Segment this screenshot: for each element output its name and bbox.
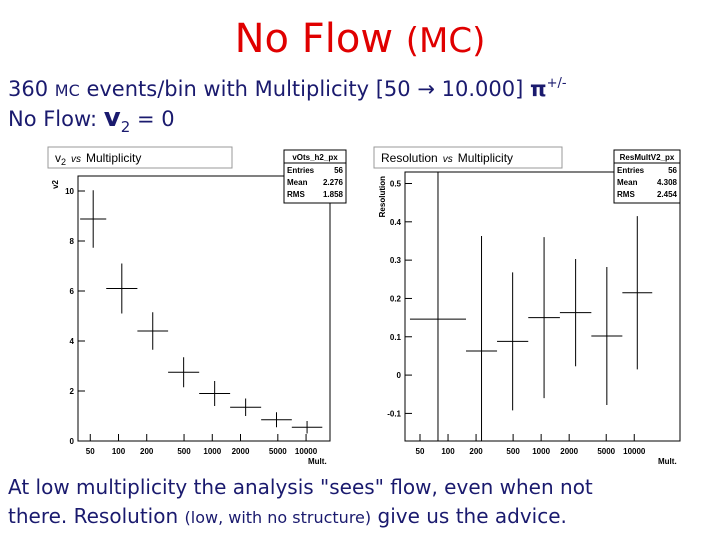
slide-title: No Flow (MC) [235, 16, 486, 62]
plot: -0.1 0 0.1 0.2 0.3 0.4 0.5 50 100 200 500 1000 2000 5… [368, 145, 686, 466]
v-symbol: v [104, 103, 121, 133]
data-layer [409, 172, 653, 441]
x-tick-label: 500 [506, 447, 520, 456]
line2: No Flow: v2 = 0 [8, 103, 175, 137]
conclusion-note: (low, with no structure) [185, 508, 372, 527]
stats-name: ResMultV2_px [620, 153, 675, 162]
stats-box [613, 149, 681, 204]
title-var: Resolution [381, 151, 438, 165]
stats-key: RMS [617, 190, 635, 199]
x-tick-label: 50 [86, 447, 95, 456]
conclusion-text3: give us the advice. [378, 504, 567, 528]
stats-value: 2.454 [657, 190, 678, 199]
y-tick-label: 8 [70, 237, 75, 246]
x-tick-label: 200 [469, 447, 483, 456]
title-sub: 2 [61, 157, 66, 167]
chart-title: v2 vs Multiplicity [55, 151, 141, 167]
title-main: No Flow [235, 16, 393, 62]
title-label: Multiplicity [458, 151, 513, 165]
stats-key: Entries [617, 166, 645, 175]
arrow: → [417, 77, 435, 101]
charge: +/- [547, 76, 567, 91]
x-tick-label: 2000 [560, 447, 578, 456]
title-var: v [55, 151, 61, 165]
x-tick-label: 1000 [532, 447, 550, 456]
stats-key: Mean [287, 178, 308, 187]
y-tick-label: 2 [70, 387, 75, 396]
data-layer [80, 190, 323, 434]
y-axis-label: v2 [51, 179, 60, 188]
stats-value: 1.858 [323, 190, 344, 199]
y-axis-label: Resolution [378, 176, 387, 217]
frame [77, 175, 331, 442]
stats-value: 4.308 [657, 178, 678, 187]
y-tick-label: 10 [65, 187, 74, 196]
y-tick-label: 0 [70, 437, 75, 446]
title-suffix: (MC) [406, 21, 486, 61]
x-tick-label: 500 [177, 447, 191, 456]
y-tick-label: 4 [70, 337, 75, 346]
line1-text: events/bin with Multiplicity [50 [86, 77, 410, 101]
y-tick-label: 0.5 [390, 179, 402, 188]
stats-name: vOts_h2_px [292, 153, 338, 162]
stats-key: Entries [287, 166, 315, 175]
y-tick-label: 0.3 [390, 256, 402, 265]
y-tick-label: 0.4 [390, 218, 402, 227]
x-tick-label: 10000 [295, 447, 318, 456]
stats-value: 56 [334, 166, 343, 175]
x-tick-label: 10000 [623, 447, 646, 456]
title-label: Multiplicity [86, 151, 141, 165]
y-tick-label: 0.1 [390, 333, 402, 342]
x-axis-label: Mult. [658, 457, 677, 466]
stats-value: 56 [668, 166, 677, 175]
x-tick-label: 50 [416, 447, 425, 456]
range-end: 10.000] [442, 77, 524, 101]
y-tick-label: -0.1 [387, 409, 401, 418]
y-tick-label: 0.2 [390, 294, 402, 303]
chart-title: Resolution vs Multiplicity [381, 151, 513, 165]
particle: π [530, 77, 547, 101]
frame [404, 171, 681, 442]
v-subscript: 2 [121, 118, 131, 136]
mc: MC [55, 81, 80, 100]
title-box [47, 146, 233, 169]
line2-label: No Flow: [8, 107, 97, 131]
x-tick-label: 5000 [597, 447, 615, 456]
title-vs: vs [71, 154, 81, 165]
conclusion-line2: there. Resolution (low, with no structur… [8, 504, 567, 528]
x-tick-label: 1000 [203, 447, 221, 456]
count: 360 [8, 77, 48, 101]
stats-key: Mean [617, 178, 638, 187]
x-tick-label: 2000 [232, 447, 250, 456]
line1: 360 MC events/bin with Multiplicity [50 … [8, 76, 567, 101]
title-box [373, 146, 563, 169]
y-tick-label: 6 [70, 287, 75, 296]
conclusion-line1: At low multiplicity the analysis "sees" … [8, 475, 593, 499]
x-tick-label: 5000 [269, 447, 287, 456]
text-background [0, 468, 720, 540]
x-tick-label: 100 [441, 447, 455, 456]
stats-box [283, 149, 347, 204]
plot: 0 2 4 6 8 10 50 100 200 500 1000 2000 5000 10000Mult.… [40, 145, 362, 466]
y-tick-label: 0 [397, 371, 402, 380]
x-axis-label: Mult. [308, 457, 327, 466]
title-vs: vs [443, 154, 453, 165]
x-tick-label: 200 [140, 447, 154, 456]
stats-key: RMS [287, 190, 305, 199]
conclusion-text2: there. Resolution [8, 504, 178, 528]
equation: = 0 [137, 107, 175, 131]
stats-value: 2.276 [323, 178, 344, 187]
x-tick-label: 100 [112, 447, 126, 456]
